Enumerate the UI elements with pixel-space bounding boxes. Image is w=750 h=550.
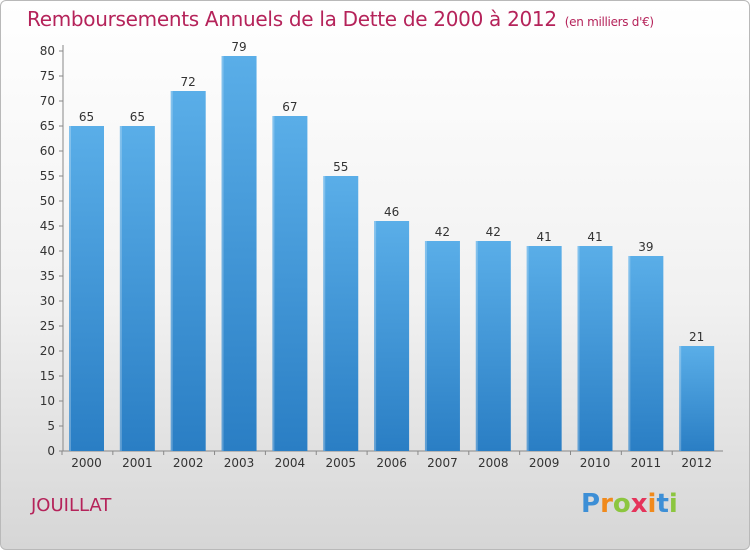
x-tick-label: 2005 [325,456,356,470]
bar-2012 [679,346,715,451]
x-tick-label: 2000 [71,456,102,470]
y-tick-label: 15 [40,369,55,383]
chart-title-text: Remboursements Annuels de la Dette de 20… [27,7,557,31]
bar-2010 [577,246,613,451]
bar-highlight [323,176,326,451]
data-label: 46 [384,205,399,219]
x-tick-label: 2003 [224,456,255,470]
logo-letter: P [581,489,601,519]
y-tick-label: 60 [40,144,55,158]
logo-letter: t [656,489,669,519]
logo-letter: x [630,489,648,519]
x-tick-label: 2012 [681,456,712,470]
bar-highlight [424,241,427,451]
bar-highlight [374,221,377,451]
y-tick-label: 25 [40,319,55,333]
logo-letter: i [647,489,657,519]
y-tick-label: 35 [40,269,55,283]
bar-highlight [221,56,224,451]
y-tick-label: 65 [40,119,55,133]
y-tick-label: 50 [40,194,55,208]
data-label: 65 [130,110,145,124]
bar-highlight [272,116,275,451]
bar-2008 [475,241,511,451]
data-label: 79 [231,40,246,54]
bar-2005 [323,176,359,451]
bar-2006 [374,221,410,451]
data-label: 55 [333,160,348,174]
bar-highlight [526,246,529,451]
x-tick-label: 2007 [427,456,458,470]
y-tick-label: 70 [40,94,55,108]
bar-2000 [69,126,104,451]
data-label: 21 [689,330,704,344]
data-label: 39 [638,240,653,254]
x-tick-label: 2011 [631,456,662,470]
data-label: 41 [537,230,552,244]
y-tick-label: 0 [47,444,55,458]
bar-highlight [628,256,631,451]
commune-name: JOUILLAT [31,495,112,516]
bar-2003 [221,56,257,451]
data-label: 42 [486,225,501,239]
x-tick-label: 2002 [173,456,204,470]
bar-2009 [526,246,562,451]
data-label: 67 [282,100,297,114]
data-label: 72 [181,75,196,89]
bar-2002 [170,91,206,451]
x-tick-label: 2001 [122,456,153,470]
bar-highlight [69,126,71,451]
bar-highlight [679,346,682,451]
logo-letter: o [612,489,631,519]
chart-title: Remboursements Annuels de la Dette de 20… [27,7,654,31]
x-tick-label: 2004 [275,456,306,470]
logo-letter: i [668,489,678,519]
x-tick-label: 2009 [529,456,560,470]
logo-letter: r [600,489,613,519]
y-tick-label: 20 [40,344,55,358]
bar-highlight [475,241,478,451]
data-label: 42 [435,225,450,239]
y-tick-label: 40 [40,244,55,258]
bar-highlight [170,91,173,451]
y-tick-label: 10 [40,394,55,408]
proxiti-logo: Proxiti [581,489,678,519]
x-tick-label: 2010 [580,456,611,470]
x-tick-label: 2006 [376,456,407,470]
y-tick-label: 55 [40,169,55,183]
chart-subtitle: (en milliers d'€) [564,15,654,29]
data-label: 65 [79,110,94,124]
y-tick-label: 30 [40,294,55,308]
y-tick-label: 75 [40,69,55,83]
bar-2001 [119,126,155,451]
y-tick-label: 45 [40,219,55,233]
bar-2004 [272,116,308,451]
bar-2007 [424,241,460,451]
x-tick-label: 2008 [478,456,509,470]
y-tick-label: 80 [40,44,55,58]
bar-highlight [119,126,122,451]
bar-highlight [577,246,580,451]
bar-2011 [628,256,664,451]
y-tick-label: 5 [47,419,55,433]
data-label: 41 [587,230,602,244]
